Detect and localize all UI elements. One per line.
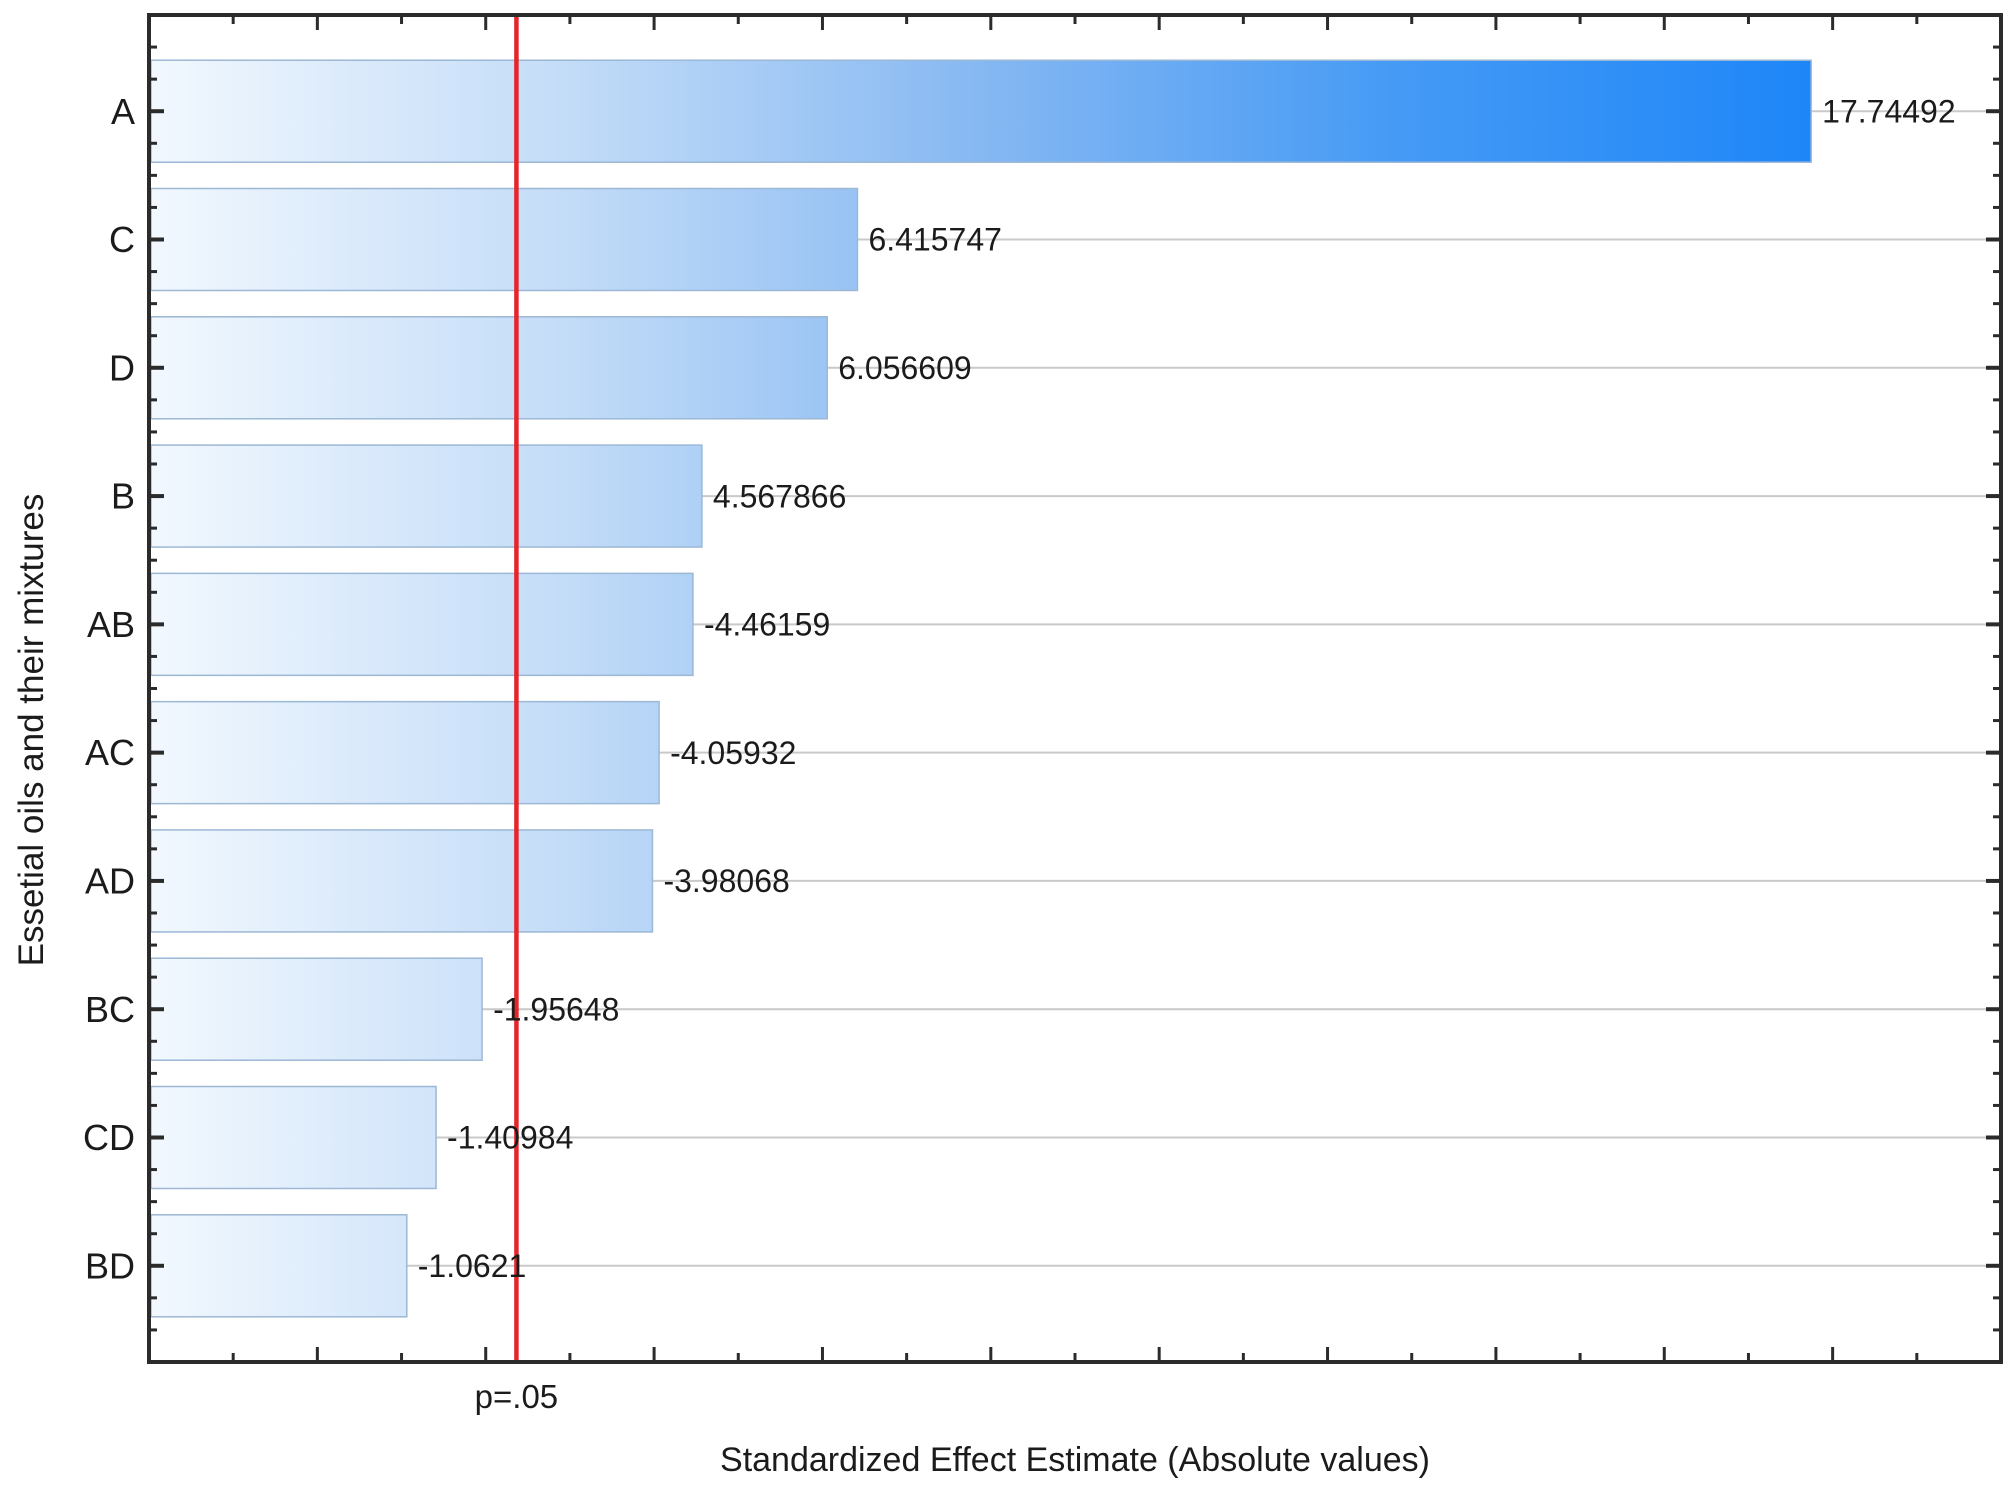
plot-border: [147, 13, 2003, 1364]
bar-value-label-C: 6.415747: [868, 222, 1001, 258]
bars: [150, 59, 1812, 1318]
bar-AB: [150, 572, 694, 677]
bar-value-label-A: 17.74492: [1822, 93, 1955, 129]
bar-value-label-B: 4.567866: [713, 478, 846, 514]
category-label-BC: BC: [85, 989, 135, 1030]
bar-D: [150, 316, 828, 420]
bar-CD: [150, 1085, 437, 1190]
bar-value-label-D: 6.056609: [838, 350, 971, 386]
bar-BD: [150, 1214, 408, 1318]
category-label-D: D: [109, 347, 135, 388]
significance-line-label: p=.05: [475, 1378, 559, 1415]
category-label-AD: AD: [85, 861, 135, 902]
bar-AC: [150, 700, 660, 805]
bar-AD: [150, 829, 654, 933]
axis-ticks: [150, 16, 2000, 1361]
bar-BC: [150, 957, 483, 1061]
bar-value-label-BD: -1.0621: [418, 1248, 527, 1284]
category-label-AB: AB: [87, 604, 135, 645]
bar-A: [150, 59, 1812, 163]
category-label-AC: AC: [85, 732, 135, 773]
bar-value-label-AC: -4.05932: [670, 735, 796, 771]
x-axis-title: Standardized Effect Estimate (Absolute v…: [720, 1441, 1430, 1479]
category-label-A: A: [111, 91, 135, 132]
category-label-CD: CD: [83, 1117, 135, 1158]
bar-B: [150, 444, 703, 548]
category-label-B: B: [111, 476, 135, 517]
bar-value-label-AB: -4.46159: [704, 607, 830, 643]
bar-value-label-CD: -1.40984: [447, 1120, 573, 1156]
bar-value-label-AD: -3.98068: [663, 863, 789, 899]
value-labels: 17.74492 6.415747 6.056609 4.567866 -4.46159…: [418, 93, 1956, 1284]
category-label-C: C: [109, 219, 135, 260]
y-axis-title: Essetial oils and their mixtures: [12, 493, 51, 967]
category-label-BD: BD: [85, 1245, 135, 1286]
bar-C: [150, 187, 859, 292]
bar-value-label-BC: -1.95648: [493, 991, 619, 1027]
